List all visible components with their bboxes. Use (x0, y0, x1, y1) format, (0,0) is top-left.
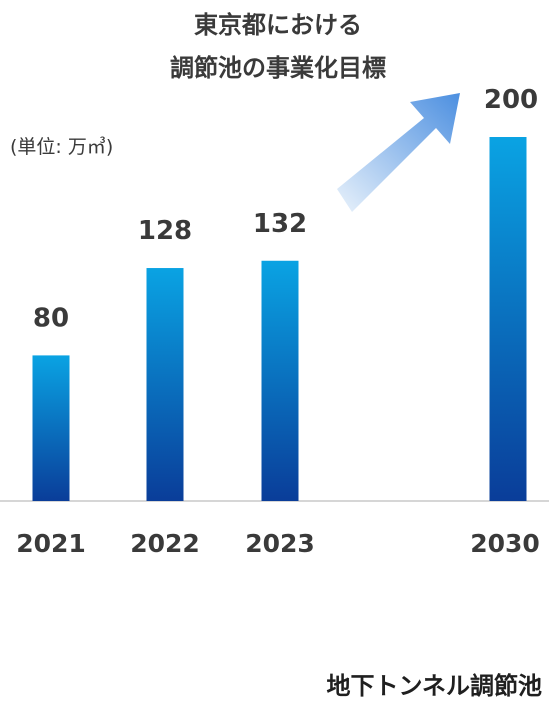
chart-title-line-1: 東京都における (194, 11, 362, 39)
value-label-2022: 128 (138, 216, 192, 246)
bar-2023 (261, 260, 299, 501)
category-label-2022: 2022 (130, 529, 200, 558)
value-label-2023: 132 (253, 209, 307, 239)
category-label-2023: 2023 (245, 529, 315, 558)
chart-caption: 地下トンネル調節池 (326, 672, 542, 700)
bar-2022 (146, 268, 184, 501)
bars-layer: 80 2021 128 2022 132 2023 200 2030 (16, 85, 540, 558)
chart-title-line-2: 調節池の事業化目標 (170, 54, 386, 82)
bar-2021 (32, 355, 70, 501)
category-label-2021: 2021 (16, 529, 86, 558)
bar-2030 (489, 137, 527, 501)
category-label-2030: 2030 (470, 529, 540, 558)
value-label-2030: 200 (484, 85, 538, 115)
unit-label: (単位: 万㎥) (10, 136, 113, 158)
growth-arrow-icon (337, 93, 460, 212)
value-label-2021: 80 (33, 303, 69, 333)
